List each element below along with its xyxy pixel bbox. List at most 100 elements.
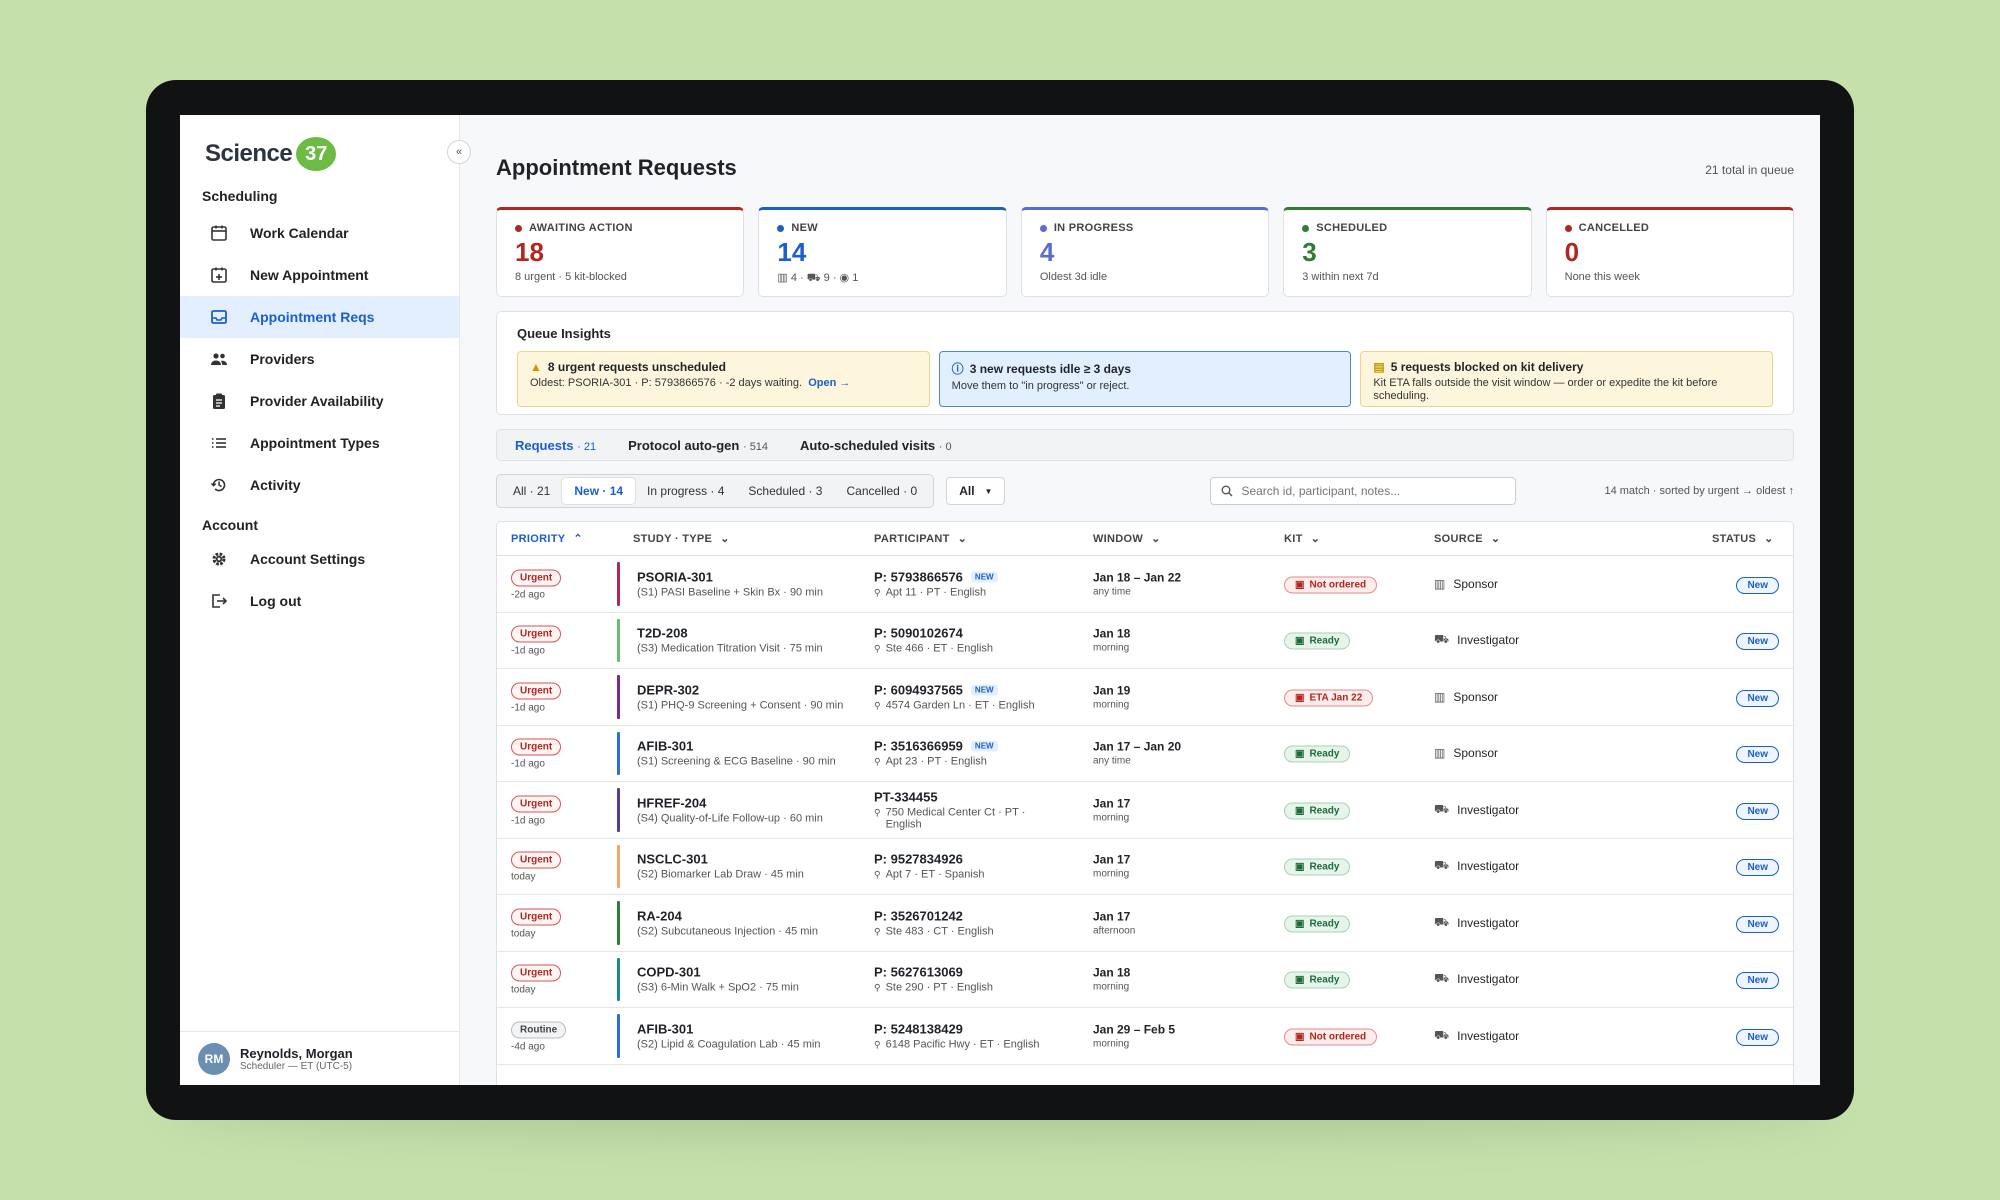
priority-badge: Urgent (511, 851, 562, 869)
status-badge[interactable]: New (1736, 915, 1779, 933)
column-header-source[interactable]: SOURCE ⌄ (1434, 532, 1500, 546)
card-label: CANCELLED (1564, 222, 1775, 234)
status-badge[interactable]: New (1736, 689, 1779, 707)
sidebar-item-appointment-types[interactable]: Appointment Types (180, 422, 459, 464)
visit-window-time: morning (1093, 699, 1130, 711)
sidebar-item-account-settings[interactable]: Account Settings (180, 538, 459, 580)
status-badge[interactable]: New (1736, 802, 1779, 820)
table-row[interactable]: Urgent -2d ago PSORIA-301 (S1) PASI Base… (497, 556, 1793, 613)
status-badge[interactable]: New (1736, 972, 1779, 990)
participant-id[interactable]: P: 5248138429 (874, 1021, 963, 1037)
filter-all[interactable]: All · 21 (513, 484, 551, 498)
participant-address: 6148 Pacific Hwy · ET · English (885, 1038, 1040, 1051)
sidebar-item-providers[interactable]: Providers (180, 338, 459, 380)
insight-urgent-unscheduled[interactable]: ▲ 8 urgent requests unscheduled Oldest: P… (517, 351, 930, 407)
card-value: 14 (777, 237, 807, 267)
sidebar-item-label: Appointment Types (250, 435, 380, 451)
status-badge[interactable]: New (1736, 1028, 1779, 1046)
request-source: Investigator (1457, 972, 1520, 987)
priority-badge: Urgent (511, 964, 562, 982)
study-type: (S3) 6-Min Walk + SpO2 · 75 min (637, 981, 799, 994)
kit-box-icon: ▣ (1295, 748, 1305, 760)
participant-address: Ste 466 · ET · English (885, 642, 993, 655)
summary-cards: AWAITING ACTION 18 8 urgent · 5 kit-bloc… (496, 207, 1795, 297)
insight-idle-requests[interactable]: ⓘ 3 new requests idle ≥ 3 days Move them … (938, 351, 1352, 407)
user-profile[interactable]: RM Reynolds, Morgan Scheduler — ET (UTC-… (180, 1031, 459, 1085)
participant-id[interactable]: P: 6094937565 (874, 682, 963, 698)
tab-protocol-auto-gen[interactable]: Protocol auto-gen · 514 (628, 438, 768, 453)
filter-scheduled[interactable]: Scheduled · 3 (748, 484, 823, 498)
page-title: Appointment Requests (496, 155, 737, 180)
column-header-window[interactable]: WINDOW ⌄ (1093, 532, 1161, 546)
summary-card-scheduled[interactable]: SCHEDULED 3 3 within next 7d (1283, 207, 1532, 297)
search-input[interactable] (1241, 484, 1502, 498)
participant-id[interactable]: P: 3516366959 (874, 738, 963, 754)
brand-logo[interactable]: Science 37 (205, 137, 337, 171)
table-row[interactable]: Urgent -1d ago HFREF-204 (S4) Quality-of… (497, 782, 1793, 839)
sidebar-item-log-out[interactable]: Log out (180, 580, 459, 622)
participant-address: 4574 Garden Ln · ET · English (885, 699, 1035, 712)
column-header-label: WINDOW (1093, 532, 1144, 545)
filter-in-progress[interactable]: In progress · 4 (647, 484, 725, 498)
summary-card-new[interactable]: NEW 14 ▥ 4 · ⛟ 9 · ◉ 1 (758, 207, 1007, 297)
card-label: NEW (777, 222, 987, 234)
status-badge[interactable]: New (1736, 746, 1779, 764)
tab-requests[interactable]: Requests · 21 (515, 438, 596, 453)
column-header-study-type[interactable]: STUDY · TYPE ⌄ (633, 532, 730, 546)
participant-id[interactable]: PT-334455 (874, 789, 938, 805)
table-row[interactable]: Routine -4d ago AFIB-301 (S2) Lipid & Co… (497, 1008, 1793, 1065)
card-sub: ▥ 4 · ⛟ 9 · ◉ 1 (777, 272, 859, 284)
status-badge[interactable]: New (1736, 576, 1779, 594)
study-name: NSCLC-301 (637, 851, 708, 867)
table-row[interactable]: Urgent today RA-204 (S2) Subcutaneous In… (497, 895, 1793, 952)
status-badge[interactable]: New (1736, 633, 1779, 651)
participant-id[interactable]: P: 5090102674 (874, 625, 963, 641)
summary-card-in-progress[interactable]: IN PROGRESS 4 Oldest 3d idle (1020, 207, 1270, 297)
table-row[interactable]: Urgent today COPD-301 (S3) 6-Min Walk + … (497, 952, 1793, 1008)
sidebar-item-provider-availability[interactable]: Provider Availability (180, 380, 459, 422)
sidebar-item-work-calendar[interactable]: Work Calendar (180, 212, 459, 254)
column-header-status[interactable]: STATUS ⌄ (1712, 532, 1774, 546)
study-color-bar (617, 562, 620, 606)
table-row[interactable]: Urgent -1d ago AFIB-301 (S1) Screening &… (497, 726, 1793, 782)
filter-cancelled[interactable]: Cancelled · 0 (846, 484, 918, 498)
filter-bar: All · 21 New · 14 In progress · 4 Schedu… (496, 474, 1794, 508)
card-sub: None this week (1564, 271, 1640, 283)
sidebar-item-new-appointment[interactable]: New Appointment (180, 254, 459, 296)
user-name: Reynolds, Morgan (240, 1045, 353, 1061)
sidebar-item-label: Work Calendar (250, 225, 349, 241)
study-type: (S1) Screening & ECG Baseline · 90 min (637, 755, 836, 768)
people-icon (210, 350, 228, 368)
column-header-kit[interactable]: KIT ⌄ (1284, 532, 1320, 546)
table-row[interactable]: Urgent -1d ago DEPR-302 (S1) PHQ-9 Scree… (497, 669, 1793, 726)
summary-card-awaiting-action[interactable]: AWAITING ACTION 18 8 urgent · 5 kit-bloc… (496, 207, 745, 297)
table-row[interactable]: Urgent today NSCLC-301 (S2) Biomarker La… (497, 839, 1793, 895)
tab-label: Auto-scheduled visits (800, 437, 936, 453)
logout-icon (210, 592, 228, 610)
source-select[interactable]: All ▼ (946, 477, 1006, 505)
insight-open-link[interactable]: Open → (808, 377, 851, 389)
summary-card-cancelled[interactable]: CANCELLED 0 None this week (1545, 207, 1795, 297)
visit-window-time: morning (1093, 981, 1130, 993)
status-badge[interactable]: New (1736, 859, 1779, 877)
study-type: (S2) Subcutaneous Injection · 45 min (637, 925, 818, 938)
participant-id[interactable]: P: 5627613069 (874, 964, 963, 980)
table-row[interactable]: Urgent -1d ago T2D-208 (S3) Medication T… (497, 613, 1793, 669)
sidebar-item-activity[interactable]: Activity (180, 464, 459, 506)
tab-auto-scheduled-visits[interactable]: Auto-scheduled visits · 0 (800, 438, 952, 453)
study-color-bar (617, 731, 620, 775)
sidebar-item-label: New Appointment (250, 267, 369, 283)
participant-id[interactable]: P: 9527834926 (874, 851, 963, 867)
column-header-participant[interactable]: PARTICIPANT ⌄ (874, 532, 967, 546)
tab-count: · 0 (938, 440, 952, 453)
participant-id[interactable]: P: 3526701242 (874, 908, 963, 924)
history-icon (210, 476, 228, 494)
insight-kit-blocked[interactable]: ▤ 5 requests blocked on kit delivery Kit … (1360, 351, 1774, 407)
filter-new[interactable]: New · 14 (562, 478, 636, 504)
sidebar-item-appointment-reqs[interactable]: Appointment Reqs (180, 296, 459, 338)
column-header-priority[interactable]: PRIORITY ⌃ (511, 532, 583, 546)
queue-total: 21 total in queue (1705, 163, 1794, 177)
participant-id[interactable]: P: 5793866576 (874, 569, 963, 585)
building-icon: ▥ (1434, 576, 1446, 591)
collapse-sidebar-button[interactable]: « (447, 140, 471, 164)
